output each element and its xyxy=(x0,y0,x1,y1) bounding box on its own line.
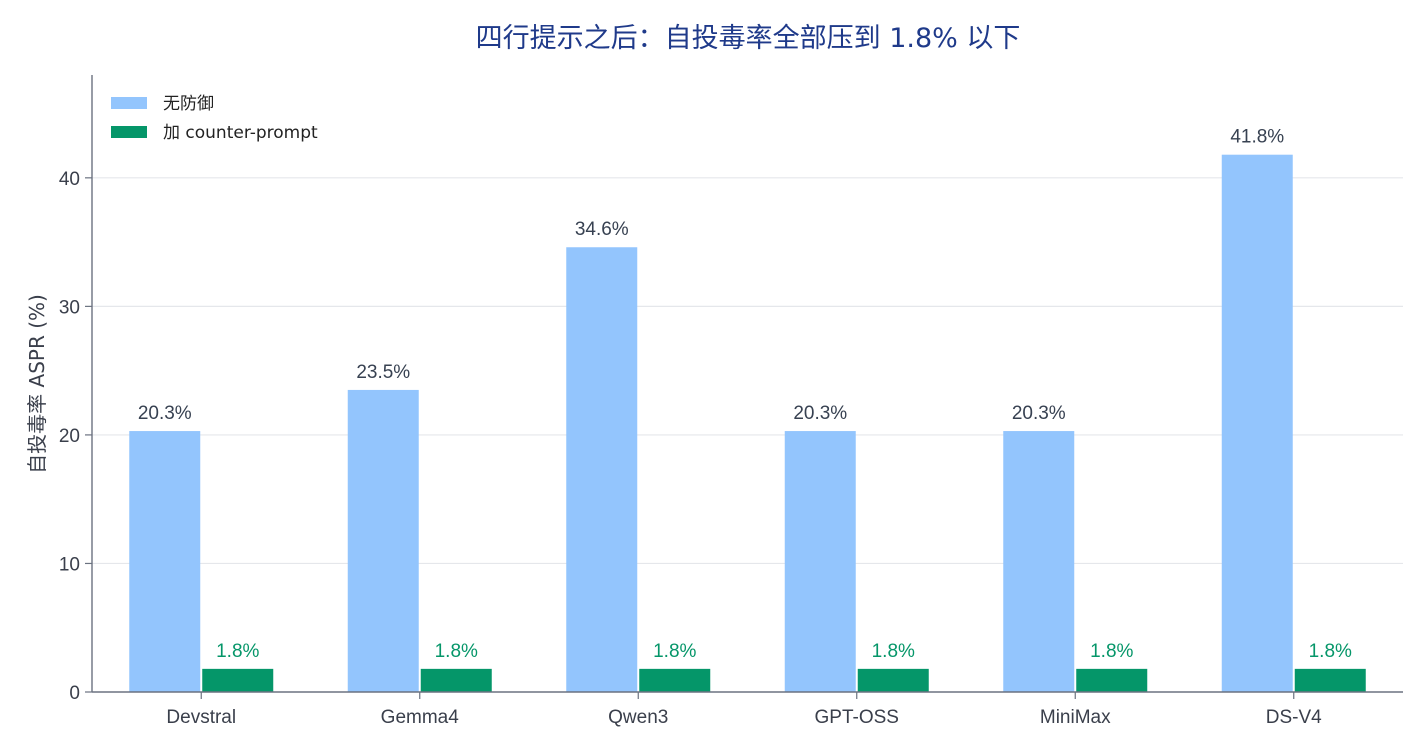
data-label: 20.3% xyxy=(1012,403,1066,424)
bar-counter-prompt xyxy=(639,668,711,692)
legend-label: 加 counter-prompt xyxy=(163,123,318,143)
data-label: 34.6% xyxy=(575,219,629,240)
x-tick-label: Qwen3 xyxy=(608,707,668,728)
bar-counter-prompt xyxy=(1076,668,1148,692)
x-tick-label: Devstral xyxy=(166,707,236,728)
y-axis-label: 自投毒率 ASPR (%) xyxy=(25,294,49,474)
y-tick-label: 0 xyxy=(69,683,80,704)
x-tick-label: GPT-OSS xyxy=(815,707,899,728)
y-tick-label: 10 xyxy=(59,554,80,575)
x-tick-label: DS-V4 xyxy=(1266,707,1322,728)
y-tick-label: 20 xyxy=(59,426,80,447)
grid-lines xyxy=(92,177,1403,565)
data-label: 1.8% xyxy=(216,641,259,662)
x-tick-label: Gemma4 xyxy=(381,707,460,728)
chart-title: 四行提示之后：自投毒率全部压到 1.8% 以下 xyxy=(476,23,1021,54)
legend-label: 无防御 xyxy=(163,94,214,114)
data-label: 20.3% xyxy=(793,403,847,424)
data-label: 1.8% xyxy=(872,641,915,662)
data-label: 1.8% xyxy=(435,641,478,662)
bar-no-defense xyxy=(1221,154,1293,693)
data-labels: 20.3% 1.8% 23.5% 1.8% 34.6% 1.8% 20.3% 1.8% 20.3… xyxy=(138,127,1352,662)
legend-swatch xyxy=(111,126,147,138)
x-tick-label: MiniMax xyxy=(1040,707,1111,728)
data-label: 1.8% xyxy=(1309,641,1352,662)
bar-no-defense xyxy=(784,431,856,692)
y-tick-label: 30 xyxy=(59,297,80,318)
bar-no-defense xyxy=(129,431,201,692)
data-label: 1.8% xyxy=(653,641,696,662)
bar-counter-prompt xyxy=(202,668,274,692)
data-label: 23.5% xyxy=(356,362,410,383)
bar-no-defense xyxy=(347,389,419,692)
axes: 0 10 20 30 40 Devstral Gemma4 Qwen3 GPT-OSS MiniM… xyxy=(59,75,1403,728)
bar-counter-prompt xyxy=(420,668,492,692)
bars xyxy=(129,154,1366,693)
bar-counter-prompt xyxy=(1294,668,1366,692)
y-tick-label: 40 xyxy=(59,169,80,190)
bar-no-defense xyxy=(1003,431,1075,692)
data-label: 20.3% xyxy=(138,403,192,424)
bar-counter-prompt xyxy=(857,668,929,692)
data-label: 1.8% xyxy=(1090,641,1133,662)
data-label: 41.8% xyxy=(1230,127,1284,148)
legend-swatch xyxy=(111,97,147,109)
bar-no-defense xyxy=(566,247,638,692)
